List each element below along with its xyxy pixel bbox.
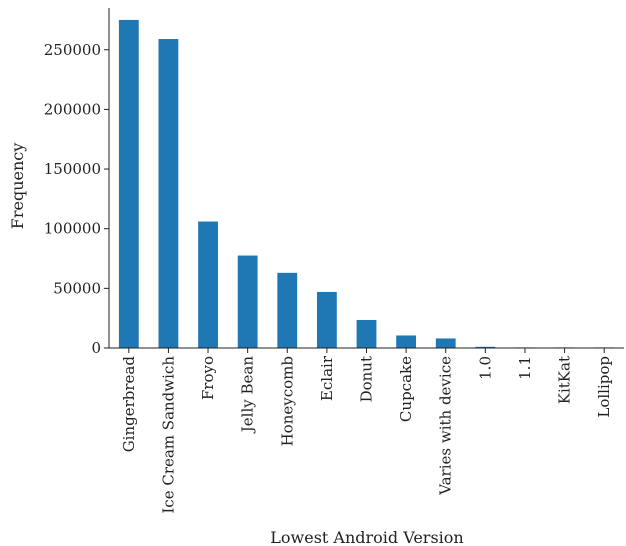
x-axis-title: Lowest Android Version xyxy=(270,528,463,546)
x-tick-label: Eclair xyxy=(318,355,336,401)
x-tick-label: Honeycomb xyxy=(278,356,296,446)
x-tick-label: Gingerbread xyxy=(120,356,138,453)
bar-3 xyxy=(237,255,258,348)
y-axis-title: Frequency xyxy=(8,143,27,230)
x-tick-label: KitKat xyxy=(556,356,574,404)
bar-4 xyxy=(277,272,298,348)
bar-9 xyxy=(475,346,496,348)
bars-group xyxy=(118,19,615,349)
bar-0 xyxy=(118,19,139,349)
y-tick-label: 250000 xyxy=(44,41,101,59)
x-tick-label: Jelly Bean xyxy=(239,356,257,435)
bar-6 xyxy=(356,319,377,348)
bar-1 xyxy=(158,39,179,348)
x-tick-label: Varies with device xyxy=(437,356,455,496)
bar-8 xyxy=(435,338,456,348)
y-tick-label: 200000 xyxy=(44,100,101,118)
y-tick-label: 0 xyxy=(91,339,101,357)
x-tick-label: 1.1 xyxy=(516,356,534,380)
x-axis-ticks: Gingerbread Ice Cream Sandwich Froyo Jelly … xyxy=(120,348,613,514)
y-tick-label: 150000 xyxy=(44,160,101,178)
x-tick-label: Cupcake xyxy=(397,356,415,422)
y-tick-label: 100000 xyxy=(44,220,101,238)
y-axis-ticks: 0 50000 100000 150000 200000 250000 xyxy=(44,41,109,357)
bar-7 xyxy=(396,335,417,348)
x-tick-label: Ice Cream Sandwich xyxy=(159,356,177,514)
x-tick-label: Donut xyxy=(358,356,376,402)
bar-2 xyxy=(198,221,218,348)
y-tick-label: 50000 xyxy=(53,279,101,297)
x-tick-label: Lollipop xyxy=(595,356,613,418)
x-tick-label: 1.0 xyxy=(476,356,494,380)
x-tick-label: Froyo xyxy=(199,356,217,400)
bar-5 xyxy=(316,291,337,348)
